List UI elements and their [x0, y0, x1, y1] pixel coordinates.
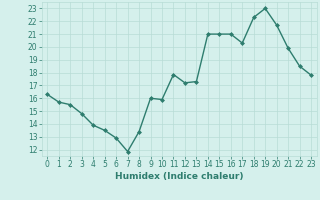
X-axis label: Humidex (Indice chaleur): Humidex (Indice chaleur) [115, 172, 244, 181]
